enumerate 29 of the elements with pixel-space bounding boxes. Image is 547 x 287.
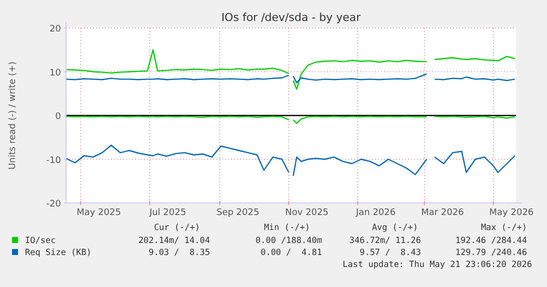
text: 346.72m/ 11.26 bbox=[349, 236, 421, 246]
x-tick-label: Sep 2025 bbox=[216, 208, 260, 218]
y-tick-label: -10 bbox=[46, 156, 62, 166]
text: Avg (-/+) bbox=[372, 223, 418, 233]
x-tick-label: Jul 2025 bbox=[148, 208, 186, 218]
chart-title: IOs for /dev/sda - by year bbox=[221, 11, 362, 24]
x-tick-label: Nov 2025 bbox=[285, 208, 328, 218]
y-axis-title: Units read (-) / write (+) bbox=[8, 61, 18, 170]
legend-label: IO/sec bbox=[25, 236, 56, 246]
x-tick-label: Mar 2026 bbox=[421, 208, 464, 218]
y-tick-label: 20 bbox=[50, 24, 62, 34]
text: Last update: Thu May 21 23:06:20 2026 bbox=[342, 260, 532, 270]
x-tick-label: Jan 2026 bbox=[354, 208, 396, 218]
text: 9.57 / 8.43 bbox=[360, 248, 421, 258]
text: Cur (-/+) bbox=[154, 223, 200, 233]
text: 202.14m/ 14.04 bbox=[138, 236, 210, 246]
y-tick-label: 10 bbox=[50, 68, 62, 78]
x-tick-label: May 2025 bbox=[76, 208, 121, 218]
text: 9.03 / 8.35 bbox=[148, 248, 210, 258]
legend-label: Req Size (KB) bbox=[25, 248, 92, 258]
y-tick-label: 0 bbox=[55, 112, 62, 122]
y-tick-label: -20 bbox=[46, 200, 62, 210]
text: 0.00 /188.40m bbox=[255, 236, 322, 246]
text: 129.79 /240.46 bbox=[455, 248, 527, 258]
text: Max (-/+) bbox=[480, 223, 527, 233]
text: Min (-/+) bbox=[264, 223, 310, 233]
text: 192.46 /284.44 bbox=[455, 236, 527, 246]
x-tick-label: May 2026 bbox=[489, 208, 534, 218]
text: 0.00 / 4.81 bbox=[260, 248, 322, 258]
